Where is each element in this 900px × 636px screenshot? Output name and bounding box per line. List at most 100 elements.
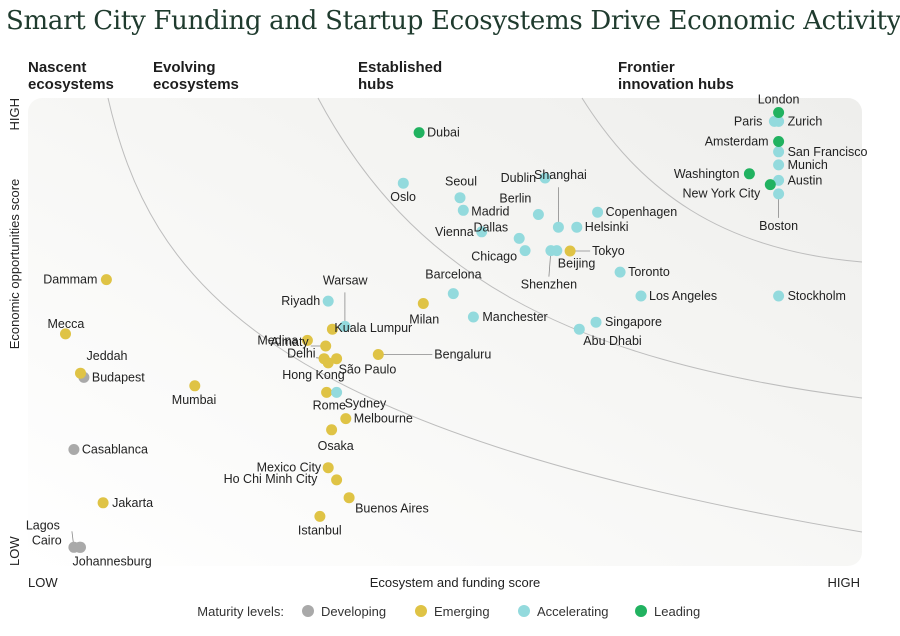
point-abu-dhabi (573, 323, 585, 335)
point-stockholm (773, 290, 785, 302)
label-hong-kong: Hong Kong (282, 368, 345, 382)
point-riyadh (322, 295, 334, 307)
label-london: London (758, 93, 800, 107)
label-almaty: Almaty (270, 335, 309, 349)
point-new-york-city (764, 179, 776, 191)
point-washington (743, 168, 755, 180)
point-casablanca (68, 444, 80, 455)
label-melbourne: Melbourne (354, 412, 413, 426)
label-milan: Milan (409, 313, 439, 327)
label-sao-paulo: São Paulo (339, 363, 397, 377)
label-chicago: Chicago (471, 250, 517, 264)
point-jakarta (97, 497, 109, 509)
point-chicago (519, 245, 531, 257)
point-oslo (397, 177, 409, 189)
point-helsinki (571, 221, 583, 233)
label-mexico-city: Mexico City (257, 461, 322, 475)
label-beijing: Beijing (558, 257, 596, 271)
point-munich (773, 159, 785, 171)
point-london (773, 107, 785, 118)
label-rome: Rome (313, 398, 346, 412)
point-madrid (457, 204, 469, 216)
point-mexico-city (322, 462, 334, 474)
x-axis-label: Ecosystem and funding score (370, 575, 541, 590)
point-seoul (454, 192, 466, 204)
point-dublin (539, 172, 551, 184)
label-warsaw: Warsaw (323, 273, 369, 287)
point-jeddah (75, 367, 86, 379)
label-boston: Boston (759, 219, 798, 233)
label-zurich: Zurich (788, 114, 823, 128)
label-washington: Washington (674, 167, 740, 181)
label-dublin: Dublin (501, 171, 536, 185)
point-hong-kong (322, 357, 334, 369)
point-sydney (331, 386, 343, 398)
point-dallas (513, 232, 525, 244)
point-zurich (773, 115, 785, 127)
point-shanghai (552, 221, 564, 233)
legend-swatch-emerging (415, 605, 427, 617)
point-copenhagen (592, 206, 604, 218)
zone-label-1: Nascent ecosystems (28, 59, 114, 93)
label-medina: Medina (257, 333, 298, 347)
plot-background (28, 98, 862, 566)
zone-boundary-1 (107, 97, 863, 533)
point-milan (417, 298, 429, 309)
label-manchester: Manchester (482, 310, 547, 324)
point-buenos-aires (343, 492, 355, 504)
point-tokyo (564, 245, 576, 257)
zone-label-2: Evolving ecosystems (153, 59, 239, 93)
point-boston (773, 188, 785, 200)
label-barcelona: Barcelona (425, 268, 481, 282)
point-los-angeles (635, 290, 647, 302)
point-ho-chi-minh-city (331, 474, 343, 486)
point-toronto (614, 266, 626, 278)
label-istanbul: Istanbul (298, 523, 342, 537)
y-tick-low: LOW (7, 536, 22, 566)
legend-label-leading: Leading (654, 604, 700, 619)
point-medina (301, 334, 313, 346)
label-mumbai: Mumbai (172, 393, 216, 407)
legend-swatch-accelerating (518, 605, 530, 617)
point-melbourne (340, 413, 352, 425)
x-tick-low: LOW (28, 575, 58, 590)
label-los-angeles: Los Angeles (649, 289, 717, 303)
label-jakarta: Jakarta (112, 496, 153, 510)
legend-label-emerging: Emerging (434, 604, 490, 619)
zone-label-3: Established hubs (358, 59, 442, 93)
label-amsterdam: Amsterdam (705, 135, 769, 149)
point-berlin (532, 209, 544, 220)
point-amsterdam (773, 136, 785, 147)
point-istanbul (314, 510, 326, 522)
label-lagos: Lagos (26, 518, 60, 532)
point-osaka (326, 424, 338, 436)
label-singapore: Singapore (605, 315, 662, 329)
zone-boundary-2 (317, 97, 863, 399)
point-manchester (467, 311, 479, 323)
label-casablanca: Casablanca (82, 443, 148, 457)
point-beijing (551, 245, 563, 257)
y-tick-high: HIGH (7, 98, 22, 131)
point-rome (321, 386, 333, 398)
label-sydney: Sydney (345, 396, 387, 410)
label-paris: Paris (734, 114, 762, 128)
point-kuala-lumpur (326, 323, 338, 335)
label-san-francisco: San Francisco (788, 145, 868, 159)
point-singapore (590, 316, 602, 328)
label-stockholm: Stockholm (788, 289, 846, 303)
label-budapest: Budapest (92, 370, 145, 384)
label-toronto: Toronto (628, 265, 670, 279)
zone-label-4: Frontier innovation hubs (618, 59, 734, 93)
point-san-francisco (773, 146, 785, 158)
point-dammam (100, 274, 112, 286)
label-new-york-city: New York City (682, 187, 761, 201)
label-dubai: Dubai (427, 126, 460, 140)
label-bengaluru: Bengaluru (434, 348, 491, 362)
label-delhi: Delhi (287, 347, 316, 361)
label-ho-chi-minh-city: Ho Chi Minh City (224, 472, 319, 486)
legend-swatch-developing (302, 605, 314, 617)
label-cairo: Cairo (32, 533, 62, 547)
label-seoul: Seoul (445, 175, 477, 189)
point-barcelona (447, 288, 459, 300)
